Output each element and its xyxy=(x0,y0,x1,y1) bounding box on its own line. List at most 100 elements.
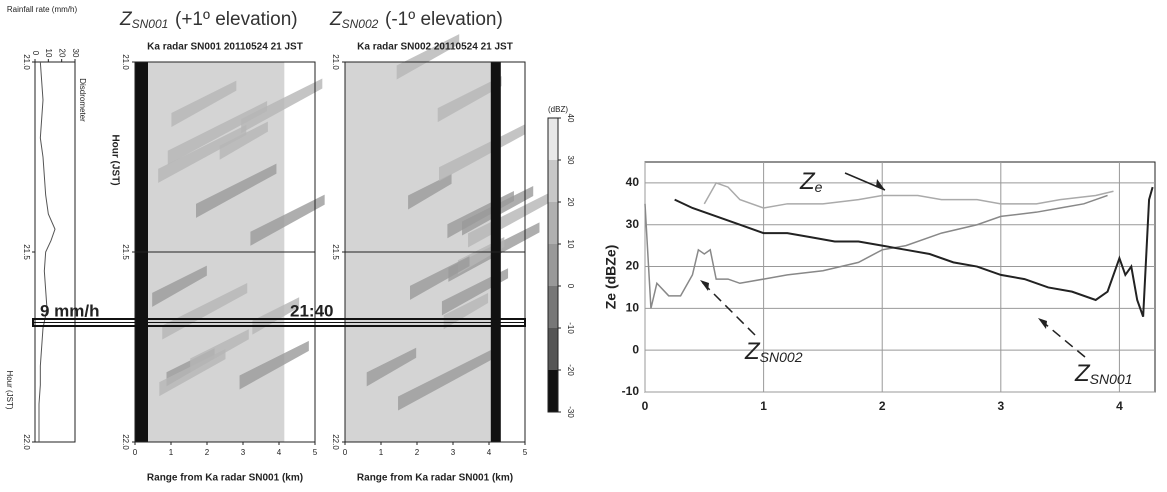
y-tick-label: 21.0 xyxy=(121,54,130,70)
colorbar-step xyxy=(548,118,558,160)
radar-echo xyxy=(439,124,525,182)
radar-echo xyxy=(443,293,489,330)
radar-echo xyxy=(398,349,493,411)
radar-echo xyxy=(408,173,452,210)
arrow-head xyxy=(1038,318,1047,329)
series-line xyxy=(644,194,1108,309)
colorbar-tick-label: -30 xyxy=(566,406,575,418)
x-tick-label: 30 xyxy=(71,49,80,58)
y-axis-label: Ze (dBZe) xyxy=(603,245,619,310)
colorbar-tick-label: 0 xyxy=(566,284,575,289)
panel-title: ZSN002 xyxy=(329,9,379,31)
colorbar-label: (dBZ) xyxy=(548,105,568,114)
panel-title-suffix: (-1º elevation) xyxy=(385,9,503,30)
radar-echo xyxy=(219,121,268,160)
radar-echo xyxy=(250,194,325,246)
y-tick-label: 22.0 xyxy=(331,434,340,450)
x-tick-label: 2 xyxy=(879,399,886,413)
radar-echo xyxy=(239,340,309,390)
colorbar-tick-label: 20 xyxy=(566,198,575,207)
x-tick-label: 3 xyxy=(997,399,1004,413)
chart-title: Rainfall rate (mm/h) xyxy=(7,5,78,14)
radar-echo xyxy=(159,349,226,397)
y-axis-label: Hour (JST) xyxy=(109,134,120,185)
radar-echo xyxy=(468,193,548,248)
radar-image xyxy=(345,34,548,442)
x-tick-label: 3 xyxy=(451,448,456,457)
colorbar-tick-label: 10 xyxy=(566,240,575,249)
radar-echo xyxy=(241,78,323,134)
x-tick-label: 4 xyxy=(487,448,492,457)
colorbar-tick-label: 40 xyxy=(566,114,575,123)
radar-echo xyxy=(195,163,277,218)
radar-echo xyxy=(171,80,237,128)
x-tick-label: 1 xyxy=(379,448,384,457)
symbol: Z xyxy=(329,9,343,30)
radar-echo xyxy=(396,34,460,80)
colorbar-tick-label: 30 xyxy=(566,156,575,165)
colorbar-step xyxy=(548,370,558,412)
x-tick-label: 20 xyxy=(58,49,67,58)
x-tick-label: 5 xyxy=(313,448,318,457)
y-tick-label: 22.0 xyxy=(121,434,130,450)
radar-echo xyxy=(152,265,207,307)
subscript: e xyxy=(815,179,823,195)
symbol: Z xyxy=(744,338,761,365)
series-line xyxy=(703,181,1114,209)
subscript: SN002 xyxy=(342,17,379,31)
colorbar-step xyxy=(548,160,558,202)
y-tick-label: 20 xyxy=(626,259,640,273)
x-tick-label: 2 xyxy=(205,448,210,457)
y-tick-label: 10 xyxy=(626,301,640,315)
x-tick-label: 10 xyxy=(44,49,53,58)
colorbar-frame xyxy=(547,117,559,413)
x-tick-label: 0 xyxy=(31,51,40,56)
plot-frame xyxy=(644,161,1156,393)
colorbar-step xyxy=(548,244,558,286)
colorbar-tick-label: -10 xyxy=(566,322,575,334)
x-tick-label: 1 xyxy=(760,399,767,413)
y-tick-label: 0 xyxy=(632,342,639,356)
x-tick-label: 4 xyxy=(1116,399,1123,413)
x-axis-label: Range from Ka radar SN001 (km) xyxy=(147,473,303,484)
subscript: SN001 xyxy=(132,17,169,31)
series-label: ZSN002 xyxy=(744,338,803,365)
symbol: Z xyxy=(119,9,133,30)
x-tick-label: 0 xyxy=(133,448,138,457)
y-tick-label: -10 xyxy=(622,384,640,398)
y-tick-label: 30 xyxy=(626,217,640,231)
panel-title-suffix: (+1º elevation) xyxy=(175,9,298,30)
x-tick-label: 0 xyxy=(343,448,348,457)
radar-echo xyxy=(158,124,247,183)
y-tick-label: 21.0 xyxy=(22,54,31,70)
x-tick-label: 2 xyxy=(415,448,420,457)
colorbar-tick-label: -20 xyxy=(566,364,575,376)
y-tick-label: 21.5 xyxy=(22,244,31,260)
arrow-head xyxy=(876,179,885,190)
x-tick-label: 0 xyxy=(642,399,649,413)
annotation: 9 mm/h xyxy=(40,301,100,320)
colorbar-step xyxy=(548,286,558,328)
panel-title: ZSN001 xyxy=(119,9,168,31)
symbol: Z xyxy=(1074,360,1091,387)
x-axis-label: Range from Ka radar SN001 (km) xyxy=(357,473,513,484)
subtitle: Ka radar SN001 20110524 21 JST xyxy=(147,42,303,53)
series-line xyxy=(674,186,1154,318)
y-tick-label: 40 xyxy=(626,175,640,189)
annotation: 21:40 xyxy=(290,301,333,320)
radar-echo xyxy=(167,101,268,165)
x-tick-label: 4 xyxy=(277,448,282,457)
x-tick-label: 1 xyxy=(169,448,174,457)
subscript: SN001 xyxy=(1090,371,1133,387)
y-tick-label: 21.5 xyxy=(121,244,130,260)
label-arrow xyxy=(699,279,756,336)
symbol: Z xyxy=(799,168,816,195)
plot-frame xyxy=(34,61,76,443)
radar-echo xyxy=(410,256,470,300)
y-tick-label: 21.0 xyxy=(331,54,340,70)
y-axis-label: Hour (JST) xyxy=(5,370,14,409)
x-tick-label: 3 xyxy=(241,448,246,457)
series-label: ZSN001 xyxy=(1074,360,1132,387)
